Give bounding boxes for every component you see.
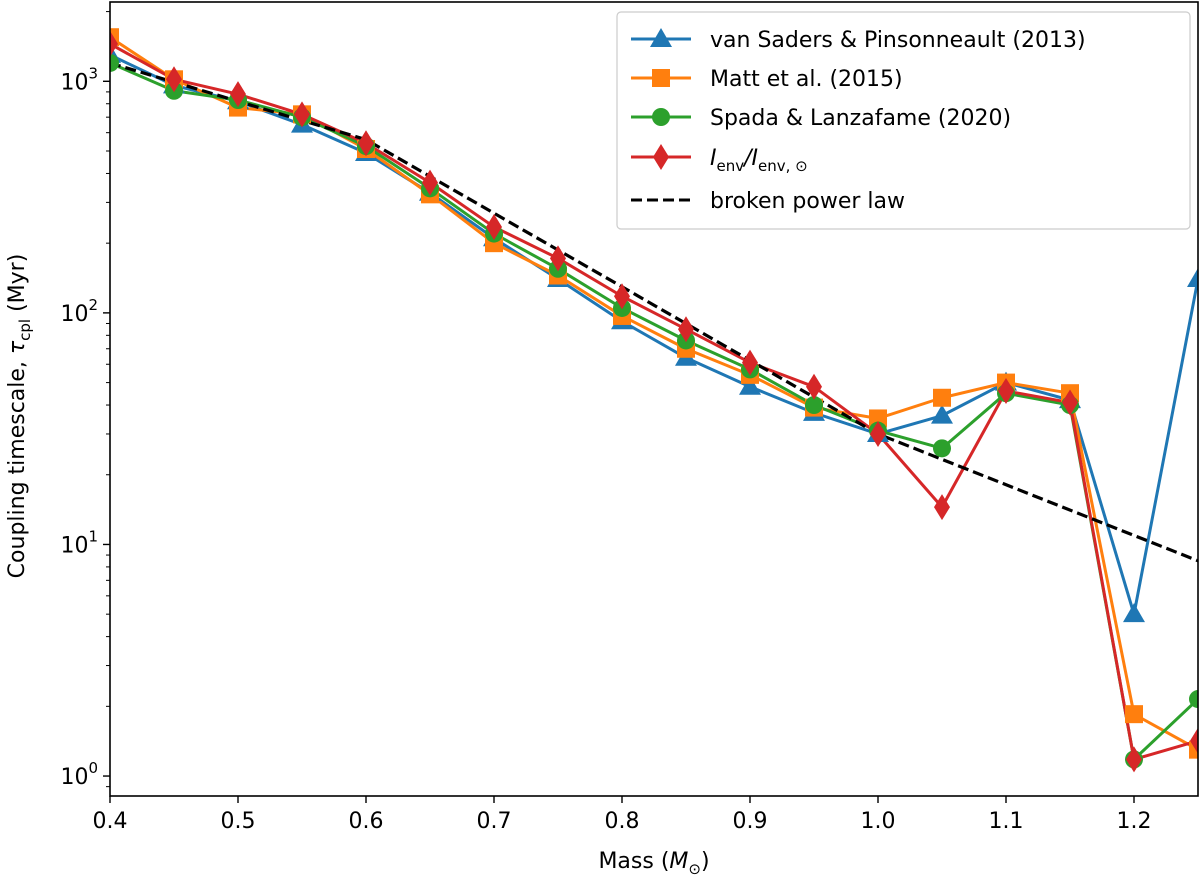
plot-area: [110, 28, 1198, 773]
x-tick-label-2: 0.6: [349, 809, 384, 834]
x-tick-label-6: 1.0: [861, 809, 896, 834]
series-layer: [110, 28, 1198, 773]
point-ienv-0: [110, 30, 118, 57]
legend-entry-ienv: Ienv/Ienv, ⊙: [631, 144, 808, 175]
legend-entry-broken-power-law: broken power law: [631, 189, 905, 214]
series-line-ienv: [110, 42, 1198, 761]
point-ienv-12: [870, 420, 886, 447]
legend-label-broken-power-law: broken power law: [710, 189, 905, 214]
x-axis-ticks: 0.4 0.5 0.6 0.7 0.8 0.9 1.0 1.1 1.2: [93, 796, 1152, 834]
legend-label-spada: Spada & Lanzafame (2020): [710, 106, 1011, 131]
point-van-saders-16: [1123, 603, 1145, 623]
point-ienv-5: [422, 169, 438, 196]
legend-label-ienv: Ienv/Ienv, ⊙: [710, 146, 808, 175]
point-spada-13: [933, 439, 951, 458]
point-ienv-2: [230, 81, 246, 108]
point-ienv-15: [1062, 389, 1078, 416]
x-tick-label-1: 0.5: [221, 809, 256, 834]
y-tick-label-2: 102: [60, 296, 98, 327]
legend-label-van-saders: van Saders & Pinsonneault (2013): [710, 28, 1086, 53]
legend-entry-van-saders: van Saders & Pinsonneault (2013): [631, 28, 1086, 53]
series-line-spada: [110, 61, 1198, 761]
point-spada-0: [110, 53, 119, 72]
legend-box: [616, 11, 1191, 230]
point-ienv-9: [678, 316, 694, 343]
x-tick-label-4: 0.8: [605, 809, 640, 834]
point-ienv-14: [998, 377, 1014, 404]
point-ienv-16: [1126, 746, 1142, 773]
point-ienv-1: [166, 66, 182, 93]
x-tick-label-5: 0.9: [733, 809, 768, 834]
y-axis-ticks: 100 101 102 103: [60, 11, 110, 790]
point-matt-16: [1125, 705, 1143, 724]
point-matt-0: [110, 28, 119, 47]
point-ienv-6: [486, 213, 502, 240]
legend-entry-matt: Matt et al. (2015): [631, 67, 903, 92]
point-van-saders-17: [1187, 268, 1198, 288]
point-ienv-13: [934, 494, 950, 521]
x-tick-label-3: 0.7: [477, 809, 512, 834]
legend: van Saders & Pinsonneault (2013) Matt et…: [616, 11, 1191, 230]
point-matt-13: [933, 388, 951, 407]
point-matt-17: [1189, 740, 1198, 759]
y-axis-label: Coupling timescale, τcpl (Myr): [5, 254, 34, 579]
point-van-saders-10: [739, 375, 761, 395]
x-axis-label: Mass (M⊙): [598, 849, 709, 878]
point-spada-17: [1189, 690, 1198, 709]
point-ienv-11: [806, 373, 822, 400]
axes-frame: [109, 1, 1199, 797]
legend-entry-spada: Spada & Lanzafame (2020): [631, 106, 1011, 131]
y-tick-label-3: 103: [60, 64, 98, 95]
point-ienv-4: [358, 130, 374, 157]
y-tick-label-1: 101: [60, 527, 98, 558]
point-van-saders-13: [931, 404, 953, 424]
x-tick-label-8: 1.2: [1117, 809, 1152, 834]
legend-marker-triangle: [650, 28, 672, 47]
point-ienv-3: [294, 101, 310, 128]
legend-marker-diamond: [653, 144, 669, 170]
x-tick-label-0: 0.4: [93, 809, 128, 834]
point-ienv-8: [614, 283, 630, 310]
y-tick-label-0: 100: [60, 759, 98, 790]
point-ienv-17: [1190, 727, 1198, 754]
legend-label-matt: Matt et al. (2015): [710, 67, 903, 92]
x-tick-label-7: 1.1: [989, 809, 1024, 834]
point-spada-11: [805, 396, 823, 415]
legend-marker-circle: [652, 108, 670, 126]
legend-marker-square: [652, 69, 670, 87]
point-ienv-7: [550, 245, 566, 272]
point-ienv-10: [742, 349, 758, 376]
